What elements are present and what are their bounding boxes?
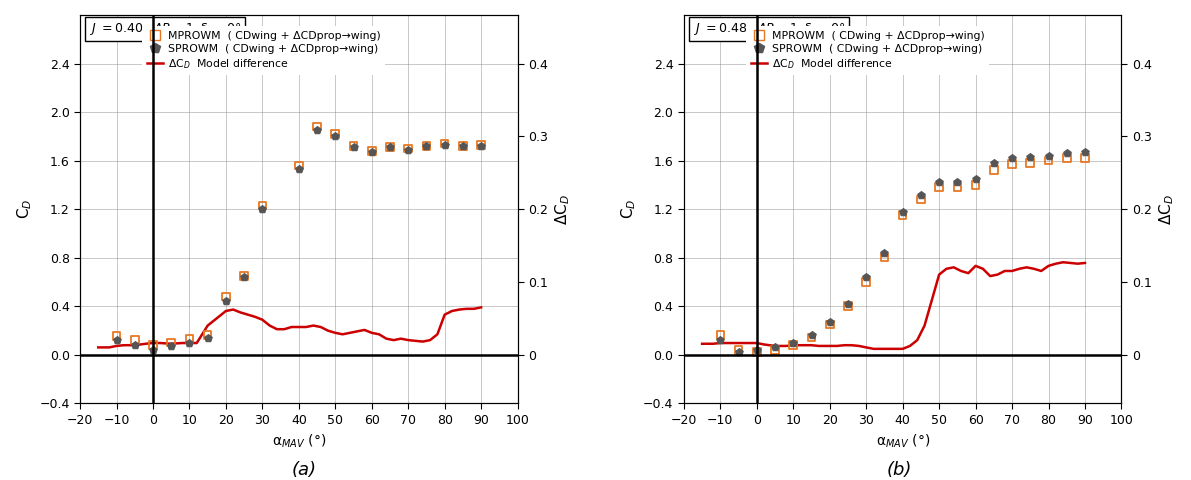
Point <box>289 165 308 173</box>
Point <box>711 336 730 344</box>
Point <box>1058 149 1077 157</box>
Point <box>930 179 949 186</box>
Point <box>162 342 181 350</box>
Point <box>856 278 875 286</box>
Point <box>1021 153 1040 161</box>
Point <box>435 140 454 147</box>
Point <box>362 148 381 156</box>
Point <box>180 335 199 343</box>
Point <box>729 346 748 354</box>
Point <box>875 249 894 257</box>
Y-axis label: C$_D$: C$_D$ <box>15 199 33 219</box>
Point <box>893 208 912 216</box>
Point <box>107 332 126 340</box>
Text: $\it{J}$ $= 0.48,$ $\it{AR}$$ = 1, \delta_f = 0°$: $\it{J}$ $= 0.48,$ $\it{AR}$$ = 1, \delt… <box>693 21 846 37</box>
Point <box>125 336 144 344</box>
Y-axis label: ΔC$_D$: ΔC$_D$ <box>554 193 572 225</box>
Point <box>1075 154 1095 162</box>
Point <box>162 339 181 347</box>
Point <box>326 132 345 140</box>
Point <box>948 179 967 186</box>
Point <box>344 142 363 150</box>
Point <box>1039 157 1058 165</box>
Point <box>417 142 436 150</box>
Point <box>307 126 326 134</box>
Point <box>966 175 985 182</box>
Point <box>235 273 254 281</box>
Text: (a): (a) <box>292 461 316 479</box>
Point <box>766 346 785 354</box>
Point <box>747 348 766 356</box>
X-axis label: α$_{MAV}$ (°): α$_{MAV}$ (°) <box>272 432 326 450</box>
Point <box>472 141 491 149</box>
Point <box>399 144 418 152</box>
Point <box>802 331 821 339</box>
Point <box>435 141 454 149</box>
Point <box>893 211 912 219</box>
Point <box>911 191 930 198</box>
Point <box>380 144 399 151</box>
Point <box>1003 154 1022 162</box>
Point <box>217 298 236 305</box>
Point <box>289 162 308 169</box>
Point <box>380 144 399 151</box>
Point <box>911 195 930 203</box>
Point <box>875 254 894 262</box>
Point <box>344 144 363 151</box>
Point <box>984 159 1003 167</box>
Y-axis label: ΔC$_D$: ΔC$_D$ <box>1158 193 1176 225</box>
Legend: MPROWM  ( CDwing + ΔCDprop→wing), SPROWM  ( CDwing + ΔCDprop→wing), ΔC$_D$  Mode: MPROWM ( CDwing + ΔCDprop→wing), SPROWM … <box>747 26 990 75</box>
Point <box>1075 148 1095 156</box>
Point <box>838 300 858 308</box>
Point <box>472 142 491 150</box>
Point <box>252 205 272 213</box>
Point <box>454 142 473 150</box>
Point <box>307 123 326 131</box>
Point <box>966 181 985 189</box>
Point <box>984 167 1003 174</box>
Point <box>1003 160 1022 168</box>
Text: (b): (b) <box>886 461 912 479</box>
Point <box>143 341 162 349</box>
Legend: MPROWM  ( CDwing + ΔCDprop→wing), SPROWM  ( CDwing + ΔCDprop→wing), ΔC$_D$  Mode: MPROWM ( CDwing + ΔCDprop→wing), SPROWM … <box>143 26 386 75</box>
Point <box>930 183 949 191</box>
Point <box>143 346 162 354</box>
Point <box>747 346 766 354</box>
Point <box>198 331 217 339</box>
Point <box>326 130 345 138</box>
Point <box>729 348 748 356</box>
Point <box>784 341 803 349</box>
Point <box>1058 154 1077 162</box>
Point <box>454 142 473 150</box>
Point <box>802 334 821 342</box>
Point <box>1021 159 1040 167</box>
Point <box>838 302 858 310</box>
X-axis label: α$_{MAV}$ (°): α$_{MAV}$ (°) <box>875 432 930 450</box>
Point <box>125 341 144 349</box>
Point <box>948 183 967 191</box>
Point <box>217 293 236 300</box>
Point <box>821 321 840 328</box>
Point <box>252 202 272 209</box>
Point <box>235 272 254 280</box>
Point <box>198 334 217 342</box>
Point <box>856 273 875 281</box>
Point <box>417 142 436 150</box>
Point <box>1039 152 1058 159</box>
Point <box>362 147 381 155</box>
Point <box>784 339 803 347</box>
Text: $\it{J}$ $= 0.40,$ $\it{AR}$$ = 1, \delta_f = 0°$: $\it{J}$ $= 0.40,$ $\it{AR}$$ = 1, \delt… <box>89 21 242 37</box>
Point <box>180 339 199 347</box>
Point <box>399 146 418 154</box>
Point <box>766 344 785 351</box>
Y-axis label: C$_D$: C$_D$ <box>619 199 637 219</box>
Point <box>821 318 840 326</box>
Point <box>107 336 126 344</box>
Point <box>711 331 730 339</box>
